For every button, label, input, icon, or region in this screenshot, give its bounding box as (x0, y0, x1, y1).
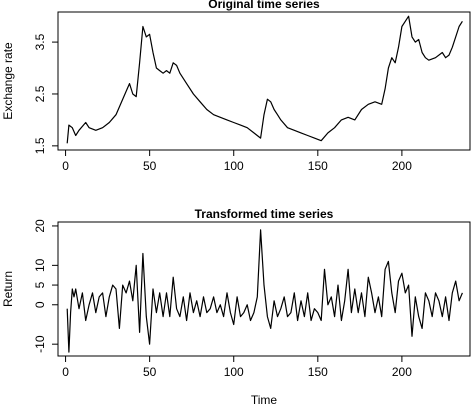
series-line (66, 15, 463, 144)
chart-title: Original time series (208, 0, 320, 11)
y-tick-label: 1.5 (33, 137, 47, 154)
plot-box (57, 11, 471, 151)
plot-box (57, 221, 471, 357)
y-tick-label: 0 (33, 301, 47, 308)
x-tick-label: 150 (308, 365, 328, 379)
x-axis-label: Time (251, 393, 278, 407)
x-tick-label: 0 (62, 365, 69, 379)
y-tick-label: 2.5 (33, 85, 47, 102)
x-tick-label: 100 (224, 365, 244, 379)
x-tick-label: 200 (392, 365, 412, 379)
y-tick-label: 20 (33, 219, 47, 233)
y-tick-label: -10 (33, 335, 47, 353)
series-line (66, 229, 463, 353)
x-tick-label: 50 (143, 159, 157, 173)
x-tick-label: 150 (308, 159, 328, 173)
y-axis-label: Exchange rate (1, 42, 15, 120)
chart-title: Transformed time series (195, 207, 334, 221)
x-tick-label: 50 (143, 365, 157, 379)
y-tick-label: 3.5 (33, 33, 47, 50)
y-tick-label: 5 (33, 281, 47, 288)
y-axis-label: Return (1, 271, 15, 307)
x-tick-label: 100 (224, 159, 244, 173)
x-tick-label: 0 (62, 159, 69, 173)
x-tick-label: 200 (392, 159, 412, 173)
y-tick-label: 10 (33, 258, 47, 272)
